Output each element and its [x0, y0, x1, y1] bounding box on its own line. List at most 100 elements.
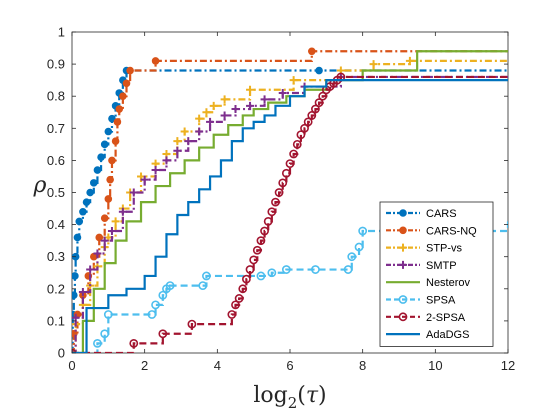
series-line	[72, 75, 508, 353]
legend-item: CARS	[386, 208, 457, 220]
data-point	[358, 226, 368, 236]
legend-item: AdaDGS	[386, 329, 469, 341]
data-point	[405, 56, 414, 65]
data-point	[209, 101, 218, 110]
data-point	[314, 98, 324, 108]
legend-item: SMTP	[386, 260, 457, 272]
x-tick-label: 8	[359, 358, 366, 373]
legend-label: AdaDGS	[426, 329, 469, 341]
data-point	[103, 310, 113, 319]
legend-item: 2-SPSA	[386, 312, 466, 324]
data-point	[369, 60, 378, 69]
x-tick-label: 4	[214, 358, 221, 373]
data-point	[72, 291, 78, 300]
data-point	[300, 123, 309, 133]
data-point	[90, 179, 98, 187]
data-point	[187, 319, 197, 329]
y-tick-label: 0.7	[47, 121, 65, 136]
data-point	[256, 236, 266, 246]
data-point	[206, 117, 215, 126]
data-point	[100, 214, 109, 222]
series-2-spsa	[72, 72, 508, 353]
data-point	[104, 127, 113, 136]
y-axis-label: ρ	[33, 173, 47, 198]
data-point	[104, 195, 113, 203]
y-tick-label: 0.9	[47, 57, 65, 72]
data-point	[75, 217, 84, 226]
data-point	[151, 57, 160, 65]
data-point	[311, 104, 320, 114]
data-point	[267, 268, 277, 278]
x-tick-label: 2	[141, 358, 148, 373]
data-point	[151, 166, 160, 175]
data-point	[303, 117, 313, 127]
data-point	[108, 114, 116, 123]
data-point	[106, 175, 114, 184]
series-nesterov	[72, 50, 508, 353]
y-tick-label: 0	[58, 346, 65, 361]
data-point	[281, 265, 291, 274]
data-point	[256, 271, 266, 281]
data-point	[231, 300, 240, 310]
data-point	[111, 137, 120, 145]
data-point	[118, 207, 127, 216]
series-spsa	[72, 221, 508, 353]
series-adadgs	[72, 79, 508, 353]
data-point	[246, 85, 255, 94]
data-point	[234, 294, 244, 303]
legend-label: SPSA	[426, 295, 456, 307]
data-point	[347, 252, 357, 262]
data-point	[252, 245, 262, 255]
data-point	[238, 284, 248, 294]
data-point	[86, 265, 95, 274]
data-point	[93, 249, 102, 258]
legend-label: Nesterov	[426, 277, 471, 289]
legend-marker	[398, 295, 408, 304]
data-point	[97, 153, 105, 161]
data-point	[100, 329, 110, 339]
data-point	[292, 139, 302, 149]
data-point	[82, 198, 91, 206]
data-point	[307, 111, 317, 120]
data-point	[198, 281, 208, 290]
data-point	[278, 88, 287, 97]
data-point	[173, 146, 182, 155]
data-point	[147, 310, 157, 319]
legend-label: CARS-NQ	[426, 225, 477, 237]
data-point	[129, 338, 139, 348]
series-line	[72, 75, 508, 353]
data-point	[271, 197, 280, 207]
x-tick-label: 0	[68, 358, 75, 373]
data-point	[151, 300, 160, 310]
data-point	[86, 188, 94, 197]
y-tick-label: 0.2	[47, 281, 65, 296]
data-point	[173, 137, 182, 146]
series-line	[72, 50, 508, 353]
x-tick-label: 6	[286, 358, 293, 373]
data-point	[315, 66, 323, 75]
legend-label: SMTP	[426, 260, 457, 272]
data-point	[354, 242, 364, 252]
data-point	[311, 265, 320, 274]
data-point	[111, 217, 120, 226]
data-point	[202, 108, 211, 117]
data-point	[285, 159, 295, 169]
data-point	[195, 127, 204, 136]
legend-label: CARS	[426, 208, 457, 220]
series-cars-nq	[72, 47, 508, 353]
data-point	[195, 114, 204, 123]
data-point	[119, 92, 127, 100]
data-point	[165, 281, 175, 290]
legend-box	[379, 201, 494, 347]
data-point	[95, 233, 104, 242]
data-point	[227, 310, 237, 319]
y-tick-label: 0.4	[47, 217, 65, 232]
y-tick-label: 0.6	[47, 153, 65, 168]
legend-marker	[399, 209, 407, 217]
data-point	[180, 127, 189, 136]
data-point	[246, 101, 255, 110]
data-point	[158, 290, 168, 300]
data-point	[184, 137, 193, 146]
legend-item: Nesterov	[386, 277, 471, 289]
